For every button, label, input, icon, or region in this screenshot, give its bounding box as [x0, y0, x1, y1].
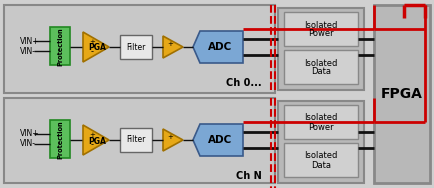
Text: Filter: Filter: [126, 136, 145, 145]
Bar: [50, 27, 70, 65]
Bar: [120, 128, 151, 152]
Text: Ch 0...: Ch 0...: [226, 78, 261, 88]
Bar: [120, 35, 151, 59]
Bar: [277, 8, 363, 90]
Polygon shape: [193, 124, 243, 156]
Bar: [4, 98, 274, 183]
Bar: [4, 5, 274, 93]
Text: -: -: [90, 48, 93, 57]
Text: Filter: Filter: [126, 42, 145, 52]
Text: Protection: Protection: [57, 121, 63, 159]
Text: Isolated: Isolated: [304, 114, 337, 123]
Text: Data: Data: [310, 67, 330, 77]
Polygon shape: [83, 125, 109, 155]
Bar: [373, 5, 429, 183]
Text: -: -: [90, 140, 93, 149]
Bar: [283, 12, 357, 46]
Text: Ch N: Ch N: [236, 171, 261, 181]
Text: +: +: [167, 134, 173, 140]
Polygon shape: [163, 129, 183, 151]
Text: VIN+: VIN+: [20, 130, 39, 139]
Text: Protection: Protection: [57, 28, 63, 66]
Text: ADC: ADC: [207, 42, 232, 52]
Text: VIN-: VIN-: [20, 139, 36, 149]
Text: Isolated: Isolated: [304, 58, 337, 67]
Bar: [277, 101, 363, 183]
Text: VIN+: VIN+: [20, 36, 39, 45]
Text: FPGA: FPGA: [380, 87, 422, 101]
Bar: [283, 105, 357, 139]
Polygon shape: [193, 31, 243, 63]
Bar: [283, 50, 357, 84]
Bar: [50, 120, 70, 158]
Bar: [283, 143, 357, 177]
Polygon shape: [83, 32, 109, 62]
Text: Power: Power: [307, 30, 333, 39]
Text: +: +: [89, 132, 95, 138]
Polygon shape: [163, 36, 183, 58]
Text: Data: Data: [310, 161, 330, 170]
Text: Power: Power: [307, 123, 333, 131]
Text: ADC: ADC: [207, 135, 232, 145]
Text: PGA: PGA: [88, 136, 106, 146]
Text: +: +: [167, 41, 173, 47]
Text: Isolated: Isolated: [304, 152, 337, 161]
Text: PGA: PGA: [88, 43, 106, 52]
Text: +: +: [89, 39, 95, 45]
Text: Isolated: Isolated: [304, 20, 337, 30]
Text: VIN-: VIN-: [20, 46, 36, 55]
